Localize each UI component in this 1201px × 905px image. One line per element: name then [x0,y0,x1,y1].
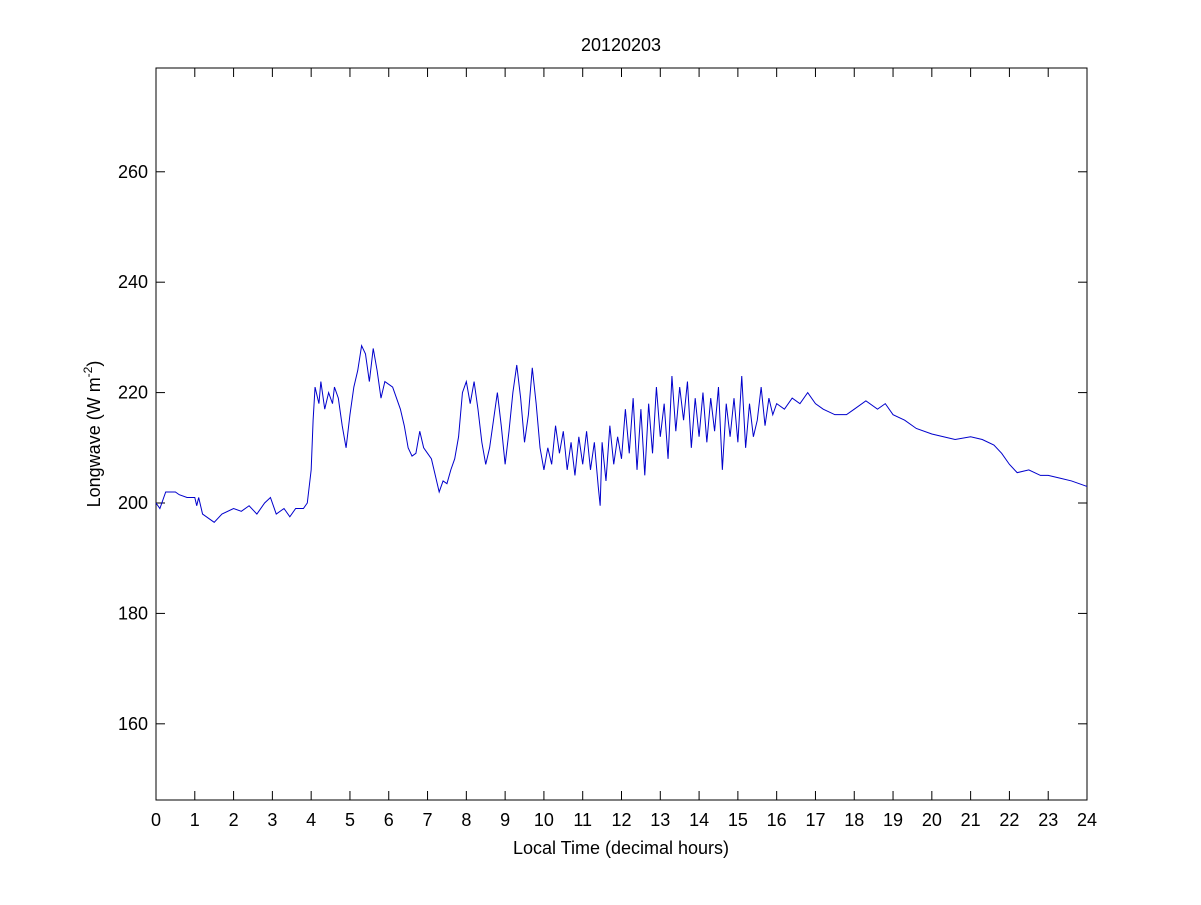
x-tick-label: 23 [1038,810,1058,830]
x-tick-label: 7 [423,810,433,830]
x-tick-label: 24 [1077,810,1097,830]
x-tick-label: 13 [650,810,670,830]
x-tick-label: 21 [961,810,981,830]
x-tick-label: 0 [151,810,161,830]
x-tick-label: 16 [767,810,787,830]
y-axis-label-sup: -2 [81,366,95,377]
chart-title: 20120203 [581,35,661,55]
x-tick-label: 18 [844,810,864,830]
x-tick-label: 11 [573,810,592,830]
y-tick-label: 220 [118,383,148,403]
y-axis-label-text: Longwave (W m [84,377,104,507]
x-tick-label: 19 [883,810,903,830]
x-axis-label: Local Time (decimal hours) [513,838,729,858]
x-tick-label: 8 [461,810,471,830]
x-tick-label: 3 [267,810,277,830]
x-tick-label: 4 [306,810,316,830]
x-tick-label: 10 [534,810,554,830]
x-tick-label: 1 [190,810,200,830]
x-tick-label: 22 [999,810,1019,830]
y-tick-label: 200 [118,493,148,513]
x-tick-label: 9 [500,810,510,830]
y-tick-label: 240 [118,272,148,292]
x-tick-label: 6 [384,810,394,830]
data-line [155,343,1088,523]
y-tick-label: 260 [118,162,148,182]
x-tick-label: 14 [689,810,709,830]
plot-area [155,67,1088,801]
x-tick-label: 2 [229,810,239,830]
x-tick-label: 12 [611,810,631,830]
y-axis-label: Longwave (W m-2) [81,361,104,508]
y-tick-label: 160 [118,714,148,734]
x-tick-label: 15 [728,810,748,830]
x-tick-label: 17 [805,810,825,830]
y-axis-label-end: ) [84,361,104,367]
x-tick-label: 20 [922,810,942,830]
x-tick-label: 5 [345,810,355,830]
y-tick-label: 180 [118,603,148,623]
